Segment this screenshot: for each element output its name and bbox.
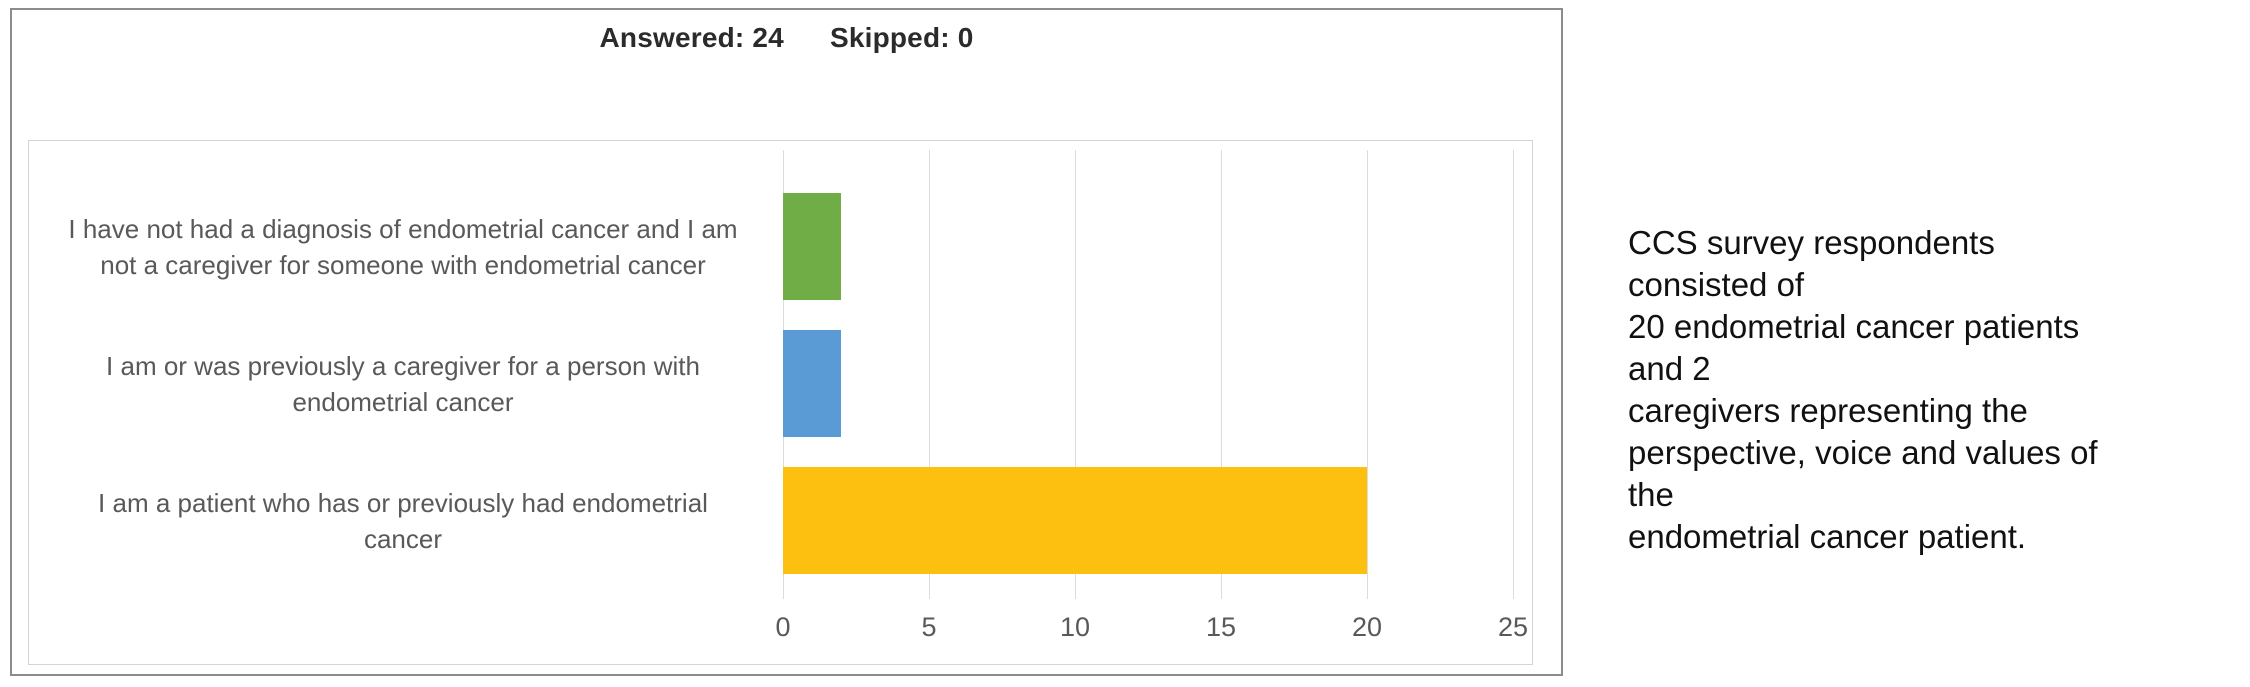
- x-axis-tick-label: 20: [1351, 612, 1383, 642]
- x-axis-tick-label: 25: [1497, 612, 1529, 642]
- skipped-count: Skipped: 0: [829, 22, 974, 53]
- annotation-line: perspective, voice and values of the: [1628, 434, 2098, 513]
- category-label-line: I am a patient who has or previously had…: [98, 487, 708, 518]
- gridline: [929, 150, 930, 599]
- bar-chart: I have not had a diagnosis of endometria…: [28, 140, 1533, 665]
- bar-no-diagnosis: [783, 193, 842, 300]
- survey-question-panel: Answered: 24 Skipped: 0 I have not had a …: [10, 8, 1563, 676]
- gridline: [1513, 150, 1514, 599]
- x-axis-tick-label: 15: [1205, 612, 1237, 642]
- annotation-text: CCS survey respondents consisted of 20 e…: [1628, 222, 2128, 558]
- response-summary: Answered: 24 Skipped: 0: [12, 22, 1561, 54]
- gridline: [1367, 150, 1368, 599]
- annotation-line: 20 endometrial cancer patients and 2: [1628, 308, 2080, 387]
- category-label-patient: I am a patient who has or previously had…: [49, 467, 757, 574]
- category-label-line: endometrial cancer: [292, 386, 514, 417]
- bar-caregiver: [783, 330, 842, 437]
- gridline: [1221, 150, 1222, 599]
- category-label-line: I have not had a diagnosis of endometria…: [68, 213, 738, 244]
- chart-plot-area: 0 5 10 15 20 25: [775, 150, 1528, 642]
- answered-count: Answered: 24: [599, 22, 784, 53]
- category-label-line: I am or was previously a caregiver for a…: [106, 350, 700, 381]
- category-label-no-diagnosis: I have not had a diagnosis of endometria…: [49, 193, 757, 300]
- annotation-line: caregivers representing the: [1628, 392, 2028, 429]
- x-axis-tick-label: 0: [775, 612, 791, 642]
- category-label-caregiver: I am or was previously a caregiver for a…: [49, 330, 757, 437]
- category-label-line: not a caregiver for someone with endomet…: [100, 249, 706, 280]
- annotation-line: CCS survey respondents consisted of: [1628, 224, 1995, 303]
- bar-patient: [783, 467, 1367, 574]
- x-axis-tick-label: 5: [921, 612, 937, 642]
- x-axis-tick-label: 10: [1059, 612, 1091, 642]
- annotation-line: endometrial cancer patient.: [1628, 518, 2027, 555]
- category-label-line: cancer: [363, 523, 443, 554]
- gridline: [1075, 150, 1076, 599]
